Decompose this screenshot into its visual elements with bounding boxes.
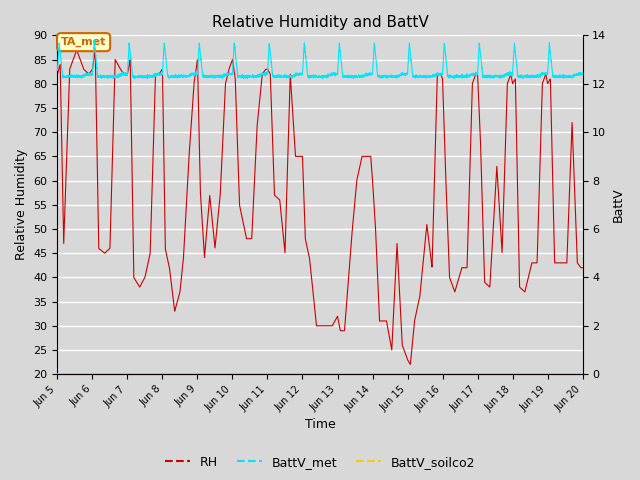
BattV_met	[435, 72, 443, 77]
BattV_met	[278, 73, 286, 79]
Legend: RH, BattV_met, BattV_soilco2: RH, BattV_met, BattV_soilco2	[159, 451, 481, 474]
BattV_soilco2	[536, 372, 544, 377]
RH	[278, 224, 286, 229]
BattV_met	[579, 72, 586, 78]
RH	[537, 141, 545, 147]
BattV_met	[537, 74, 545, 80]
BattV_soilco2	[278, 372, 286, 377]
BattV_soilco2	[274, 372, 282, 377]
Line: BattV_met: BattV_met	[58, 40, 582, 79]
BattV_soilco2	[54, 372, 61, 377]
BattV_soilco2	[579, 372, 586, 377]
Title: Relative Humidity and BattV: Relative Humidity and BattV	[212, 15, 428, 30]
BattV_met	[90, 37, 98, 43]
RH	[54, 71, 61, 77]
BattV_met	[319, 76, 326, 82]
BattV_met	[563, 72, 570, 78]
Text: TA_met: TA_met	[61, 37, 106, 48]
RH	[563, 260, 570, 266]
X-axis label: Time: Time	[305, 419, 335, 432]
RH	[406, 361, 414, 367]
RH	[73, 47, 81, 53]
Line: RH: RH	[58, 50, 582, 364]
RH	[275, 196, 282, 202]
BattV_soilco2	[435, 372, 443, 377]
BattV_soilco2	[563, 372, 570, 377]
BattV_met	[54, 68, 61, 73]
BattV_soilco2	[303, 372, 311, 377]
BattV_met	[275, 73, 282, 79]
RH	[579, 265, 586, 271]
RH	[303, 244, 311, 250]
Y-axis label: BattV: BattV	[612, 188, 625, 222]
BattV_met	[303, 67, 311, 73]
RH	[435, 71, 443, 77]
Y-axis label: Relative Humidity: Relative Humidity	[15, 149, 28, 261]
